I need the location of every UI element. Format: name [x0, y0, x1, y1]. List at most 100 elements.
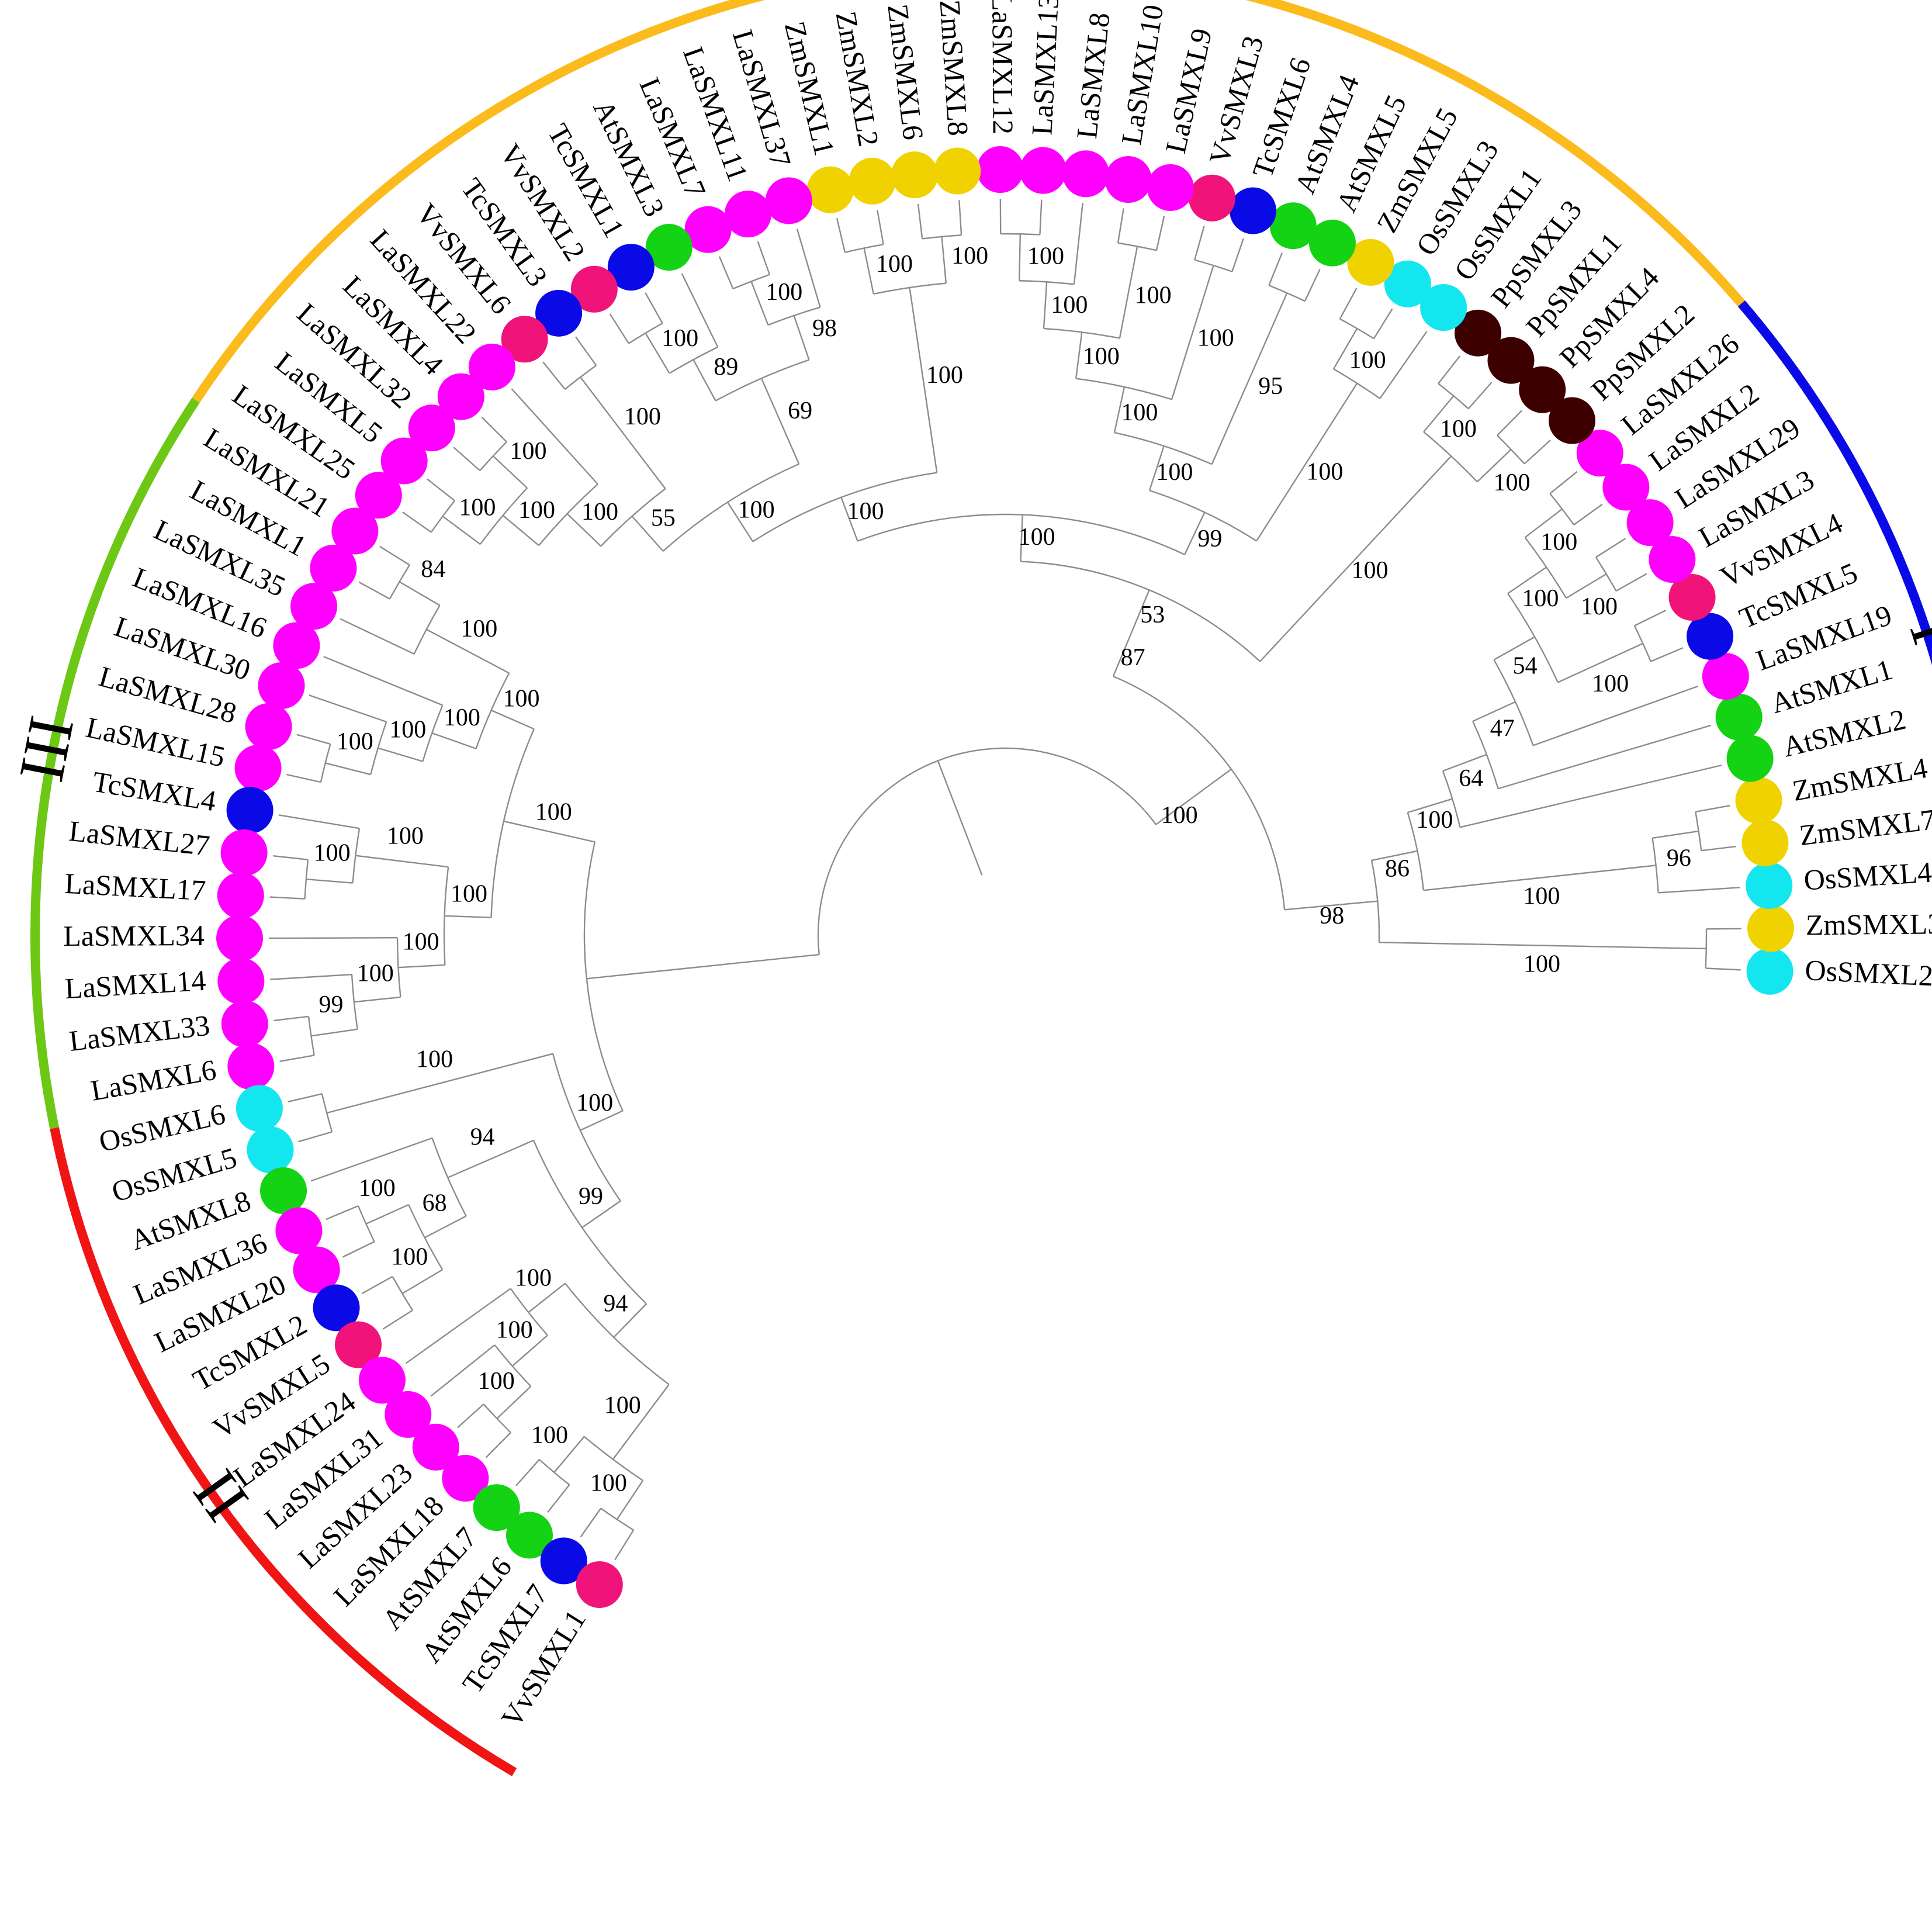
- branch-line: [917, 203, 923, 239]
- branch-line: [1130, 589, 1150, 634]
- branch-line: [1268, 253, 1283, 286]
- species-marker: [234, 745, 282, 792]
- branch-line: [877, 209, 884, 245]
- branch-arc: [304, 859, 309, 899]
- leaf-label: OsSMXL4: [1803, 855, 1932, 896]
- species-marker: [1519, 366, 1566, 413]
- branch-arc: [1076, 378, 1172, 400]
- branch-line: [909, 287, 938, 473]
- branch-arc: [351, 974, 358, 1029]
- branch-arc: [475, 672, 510, 749]
- branch-arc: [490, 728, 535, 918]
- branch-line: [288, 1093, 323, 1103]
- branch-arc: [1651, 838, 1659, 893]
- leaf-label: OsSMXL2: [1804, 953, 1932, 992]
- branch-arc: [583, 1436, 643, 1481]
- branch-line: [1650, 647, 1684, 662]
- bootstrap-value: 47: [1490, 715, 1515, 742]
- branch-line: [457, 1403, 484, 1429]
- branch-line: [355, 855, 449, 868]
- leaf-label: LaSMXL13: [1025, 0, 1065, 136]
- branch-line: [1073, 202, 1083, 285]
- clade-arc: [30, 397, 200, 1129]
- branch-line: [631, 516, 664, 552]
- bootstrap-value: 100: [515, 1264, 552, 1291]
- branch-line: [310, 1137, 432, 1182]
- branch-line: [645, 333, 670, 374]
- branch-line: [1184, 511, 1206, 555]
- bootstrap-value: 100: [1306, 459, 1343, 486]
- branch-line: [269, 896, 305, 900]
- species-marker: [1702, 652, 1749, 700]
- branch-line: [958, 200, 962, 236]
- branch-line: [586, 953, 819, 980]
- bootstrap-value: 100: [1051, 292, 1088, 319]
- branch-arc: [552, 1053, 621, 1202]
- branch-line: [481, 416, 507, 442]
- branch-line: [298, 1131, 333, 1143]
- branch-line: [941, 236, 947, 283]
- bootstrap-value: 100: [1197, 324, 1234, 351]
- branch-line: [511, 1334, 548, 1367]
- bootstrap-value: 98: [1320, 903, 1344, 929]
- bootstrap-value: 100: [389, 716, 426, 743]
- branch-arc: [857, 513, 1185, 555]
- branch-line: [542, 361, 566, 390]
- species-marker: [1746, 862, 1793, 910]
- branch-line: [1507, 566, 1547, 594]
- species-marker: [216, 915, 264, 962]
- branch-line: [612, 1384, 670, 1460]
- branch-line: [1467, 382, 1493, 409]
- species-marker: [313, 1284, 360, 1332]
- branch-line: [1194, 226, 1205, 260]
- species-marker: [1548, 397, 1595, 444]
- branch-line: [405, 1288, 511, 1364]
- bootstrap-value: 100: [1416, 807, 1453, 834]
- bootstrap-value: 100: [1135, 282, 1172, 309]
- branch-arc: [430, 500, 455, 533]
- species-marker: [576, 1561, 623, 1608]
- species-marker: [247, 1126, 294, 1174]
- branch-arc: [564, 365, 597, 390]
- branch-line: [575, 336, 597, 366]
- branch-line: [426, 628, 510, 674]
- branch-line: [1705, 967, 1741, 971]
- branch-line: [511, 388, 598, 485]
- species-marker: [217, 957, 265, 1005]
- species-marker: [220, 829, 268, 876]
- branch-line: [1171, 265, 1214, 400]
- species-marker: [1726, 735, 1774, 782]
- bootstrap-value: 54: [1512, 653, 1537, 680]
- bootstrap-value: 100: [590, 1469, 627, 1496]
- branch-line: [1148, 445, 1165, 491]
- species-marker: [1487, 337, 1535, 384]
- branch-line: [1615, 573, 1647, 592]
- species-marker: [1747, 905, 1794, 952]
- branch-line: [528, 1282, 566, 1313]
- species-marker: [221, 1000, 268, 1047]
- species-marker: [358, 1357, 406, 1404]
- branch-line: [424, 1215, 467, 1239]
- branch-line: [1423, 865, 1656, 891]
- branch-line: [1332, 328, 1358, 369]
- branch-line: [503, 820, 595, 843]
- branch-arc: [1268, 285, 1306, 302]
- bootstrap-value: 100: [951, 243, 988, 269]
- leaf-label: LaSMXL10: [1114, 2, 1169, 147]
- branch-arc: [1438, 383, 1469, 410]
- branch-arc: [321, 1094, 333, 1132]
- species-marker: [380, 437, 428, 485]
- branch-arc: [431, 1137, 467, 1216]
- species-marker: [1715, 693, 1763, 741]
- branch-line: [1304, 269, 1321, 302]
- bootstrap-value: 100: [926, 362, 963, 389]
- species-marker: [473, 1484, 520, 1531]
- branch-line: [354, 996, 401, 1003]
- branch-line: [1423, 395, 1455, 433]
- species-marker: [293, 1246, 340, 1294]
- branch-arc: [538, 483, 598, 546]
- leaf-label: ZmSMXL2: [829, 9, 885, 149]
- bootstrap-value: 100: [1351, 557, 1388, 584]
- branch-arc: [1524, 537, 1567, 599]
- bootstrap-value: 86: [1385, 855, 1410, 882]
